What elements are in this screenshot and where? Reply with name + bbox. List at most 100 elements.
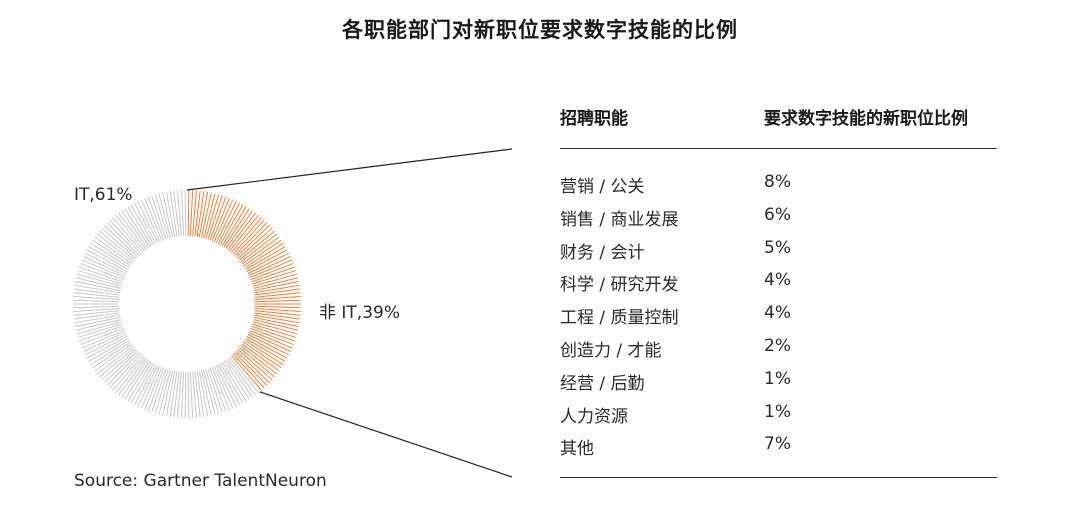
it-slice-line — [75, 319, 121, 331]
it-slice-line — [73, 312, 120, 320]
function-label: 营销 / 公关 — [560, 177, 645, 197]
table-row: 经营 / 后勤 1% — [560, 369, 997, 399]
it-slice-line — [177, 190, 182, 237]
it-slice-line — [227, 358, 256, 396]
non-it-slice-line — [251, 266, 295, 283]
it-slice-line — [75, 281, 121, 292]
it-slice-line — [118, 212, 147, 250]
it-slice-line — [140, 366, 161, 409]
it-slice-line — [147, 196, 165, 241]
it-slice-line — [140, 199, 161, 242]
it-slice-line — [73, 295, 120, 301]
it-slice-line — [162, 370, 173, 416]
it-slice-line — [90, 242, 130, 269]
it-slice-line — [187, 371, 190, 418]
non-it-slice-line — [243, 341, 282, 369]
non-it-slice-line — [187, 190, 190, 237]
it-slice-line — [73, 307, 120, 313]
ratio-value: 4% — [764, 303, 791, 324]
it-slice-line — [109, 219, 142, 255]
non-it-slice-line — [254, 307, 301, 313]
non-it-slice-line — [235, 350, 270, 383]
function-label: 创造力 / 才能 — [560, 341, 662, 361]
it-slice-line — [229, 356, 259, 394]
non-it-slice-line — [253, 316, 299, 327]
ratio-value: 1% — [764, 368, 791, 389]
non-it-slice-line — [238, 230, 275, 261]
it-slice-line — [173, 371, 180, 418]
it-slice-line — [112, 217, 144, 253]
it-slice-line — [73, 310, 120, 316]
it-slice-line — [90, 339, 130, 366]
it-slice-line — [101, 348, 137, 381]
non-it-slice-line — [230, 355, 262, 391]
non-it-slice-line — [189, 190, 194, 237]
it-slice-line — [165, 191, 176, 238]
it-slice-line — [76, 273, 122, 287]
it-slice-line — [203, 369, 216, 415]
it-slice-line — [115, 356, 145, 394]
non-it-slice-line — [251, 323, 297, 338]
function-label: 财务 / 会计 — [560, 242, 645, 263]
it-slice-line — [127, 361, 153, 402]
it-slice-line — [81, 259, 125, 279]
non-it-slice-line — [223, 208, 250, 248]
non-it-slice-line — [194, 190, 201, 237]
table-row: 科学 / 研究开发 4% — [560, 270, 997, 300]
it-slice-line — [104, 225, 139, 258]
it-slice-line — [151, 368, 167, 413]
non-it-slice-line — [253, 284, 300, 294]
it-slice-line — [219, 363, 244, 404]
non-it-slice-line — [217, 202, 241, 244]
non-it-slice-line — [245, 337, 286, 362]
table-row: 工程 / 质量控制 4% — [560, 303, 997, 333]
ratio-value: 7% — [764, 434, 791, 455]
non-it-slice-line — [254, 299, 301, 303]
it-slice-line — [158, 193, 171, 239]
it-slice-line — [144, 197, 163, 242]
table-row: 销售 / 商业发展 6% — [560, 205, 997, 235]
non-it-slice-line — [247, 252, 290, 275]
it-slice-line — [137, 365, 159, 408]
it-slice-line — [180, 190, 185, 237]
ratio-value: 1% — [764, 401, 791, 422]
function-label: 工程 / 质量控制 — [560, 308, 679, 329]
non-it-slice-line — [205, 194, 220, 239]
non-it-slice-line — [252, 321, 298, 335]
it-slice-line — [81, 329, 125, 349]
non-it-slice-line — [221, 206, 247, 247]
it-slice-line — [209, 367, 227, 412]
non-it-slice-line — [254, 292, 301, 298]
it-slice-line — [79, 325, 123, 342]
non-it-slice-line — [203, 193, 216, 239]
it-slice-line — [211, 366, 230, 411]
non-it-slice-line — [219, 204, 244, 245]
table-header-function: 招聘职能 — [560, 109, 628, 129]
it-slice-line — [147, 367, 165, 412]
non-it-slice-line — [249, 329, 293, 349]
it-slice-line — [169, 191, 178, 237]
non-it-slice-line — [244, 339, 284, 366]
it-slice-line — [96, 233, 134, 263]
function-label: 人力资源 — [560, 406, 628, 427]
it-slice-line — [184, 371, 187, 418]
it-slice-line — [73, 305, 120, 309]
it-slice-line — [133, 202, 157, 244]
it-slice-line — [194, 371, 201, 418]
it-slice-line — [84, 252, 127, 275]
connector-line-bottom — [259, 391, 513, 478]
it-slice-line — [94, 343, 133, 372]
it-slice-line — [88, 337, 129, 362]
it-slice-line — [118, 358, 147, 396]
it-slice-line — [80, 327, 124, 346]
it-slice-line — [133, 364, 157, 406]
it-slice-line — [173, 190, 180, 237]
non-it-slice-line — [251, 270, 297, 285]
it-slice-line — [99, 347, 136, 378]
it-slice-line — [73, 299, 120, 303]
ratio-value: 6% — [764, 204, 791, 225]
non-it-slice-line — [237, 348, 273, 381]
it-slice-line — [121, 359, 149, 398]
non-it-slice-line — [246, 335, 288, 359]
it-slice-line — [144, 366, 163, 411]
